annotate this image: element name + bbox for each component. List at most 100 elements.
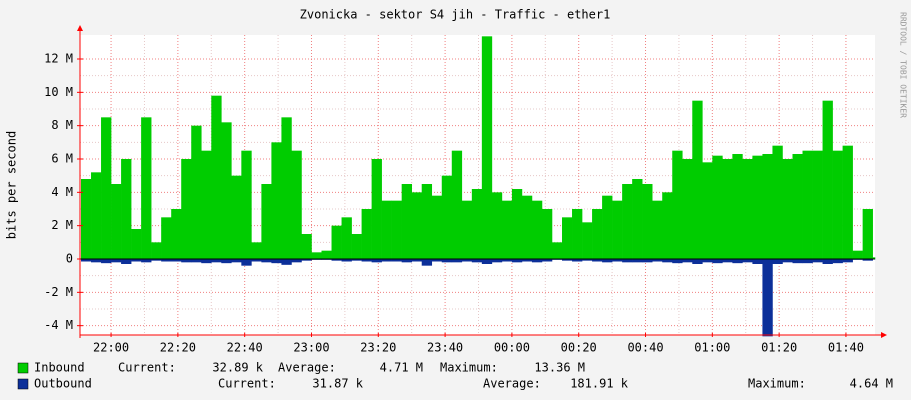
- bar: [81, 259, 92, 262]
- bar: [351, 234, 362, 259]
- x-tick-label: 22:20: [160, 341, 196, 355]
- bar: [131, 259, 142, 262]
- bar: [301, 259, 312, 261]
- bar: [251, 259, 262, 262]
- bar: [852, 250, 863, 259]
- x-tick-label: 22:40: [227, 341, 263, 355]
- bar: [832, 150, 843, 259]
- bar: [642, 259, 653, 263]
- bar: [511, 259, 523, 263]
- bar: [421, 184, 433, 259]
- bar: [541, 259, 553, 262]
- bar: [111, 184, 122, 259]
- legend-stat-value: 4.71 M: [380, 361, 423, 375]
- bar: [612, 259, 623, 262]
- legend-stat-label: Current:: [118, 361, 176, 375]
- x-tick-label: 01:00: [694, 341, 730, 355]
- bar: [141, 117, 152, 259]
- x-tick-label: 23:00: [293, 341, 329, 355]
- bar: [602, 259, 613, 263]
- bar: [682, 159, 693, 259]
- legend-stat-label: Maximum:: [748, 377, 806, 391]
- legend-label: Outbound: [34, 377, 92, 391]
- legend-swatch: [17, 362, 29, 374]
- bar: [131, 229, 142, 259]
- bar: [712, 259, 723, 264]
- bar: [822, 259, 833, 264]
- bar: [271, 142, 282, 259]
- bar: [592, 259, 603, 262]
- y-tick-label: 8 M: [51, 118, 73, 132]
- bar: [842, 259, 853, 263]
- bar: [401, 259, 412, 263]
- y-tick-label: 4 M: [51, 185, 73, 199]
- x-tick-label: 01:20: [761, 341, 797, 355]
- bar: [381, 259, 392, 262]
- y-tick-label: -4 M: [44, 318, 73, 332]
- bar: [281, 259, 292, 265]
- bar: [862, 259, 873, 261]
- bar: [221, 259, 232, 264]
- legend-stat-value: 32.89 k: [212, 361, 263, 375]
- bar: [872, 257, 876, 259]
- bar: [702, 259, 713, 263]
- bar: [391, 200, 402, 259]
- bar: [311, 252, 322, 259]
- bar: [141, 259, 152, 263]
- bar: [772, 145, 783, 259]
- bar: [101, 259, 112, 264]
- bar: [191, 125, 202, 260]
- bar: [692, 259, 703, 264]
- bar: [792, 154, 803, 259]
- bar: [121, 259, 132, 264]
- bar: [271, 259, 282, 264]
- bar: [351, 259, 362, 261]
- bar: [321, 250, 332, 259]
- bar: [762, 154, 773, 259]
- legend-stat-label: Current:: [218, 377, 276, 391]
- bar: [461, 200, 473, 259]
- bar: [491, 259, 503, 263]
- bar: [181, 159, 192, 259]
- bar: [531, 259, 543, 263]
- bar: [471, 189, 483, 259]
- bar: [501, 259, 513, 262]
- x-tick-label: 00:20: [561, 341, 597, 355]
- bar: [421, 259, 433, 266]
- bar: [121, 159, 132, 259]
- y-tick-label: 0: [66, 252, 73, 266]
- bar: [371, 259, 382, 263]
- bar: [732, 259, 743, 264]
- y-tick-label: -2 M: [44, 285, 73, 299]
- x-tick-label: 00:40: [627, 341, 663, 355]
- bar: [431, 195, 443, 259]
- bar: [832, 259, 843, 264]
- bar: [692, 100, 703, 260]
- bar: [291, 259, 302, 263]
- x-tick-label: 23:20: [360, 341, 396, 355]
- bar: [181, 259, 192, 263]
- y-axis-label: bits per second: [5, 131, 19, 239]
- bar: [712, 155, 723, 259]
- bar: [822, 100, 833, 260]
- bar: [231, 259, 242, 263]
- bar: [632, 259, 643, 263]
- bar: [161, 217, 172, 259]
- bar: [722, 159, 733, 259]
- bar: [622, 184, 633, 259]
- y-tick-label: 6 M: [51, 152, 73, 166]
- watermark: RRDTOOL / TOBI OETIKER: [899, 12, 908, 118]
- bar: [792, 259, 803, 264]
- bar: [541, 209, 553, 259]
- bar: [812, 259, 823, 263]
- y-tick-label: 12 M: [44, 52, 73, 66]
- bar: [772, 259, 783, 264]
- marks: [81, 36, 876, 337]
- bar: [441, 259, 453, 263]
- bar: [361, 209, 372, 259]
- bar: [622, 259, 633, 263]
- bar: [461, 259, 473, 262]
- legend-stat-value: 4.64 M: [850, 377, 893, 391]
- legend-stat-label: Maximum:: [440, 361, 498, 375]
